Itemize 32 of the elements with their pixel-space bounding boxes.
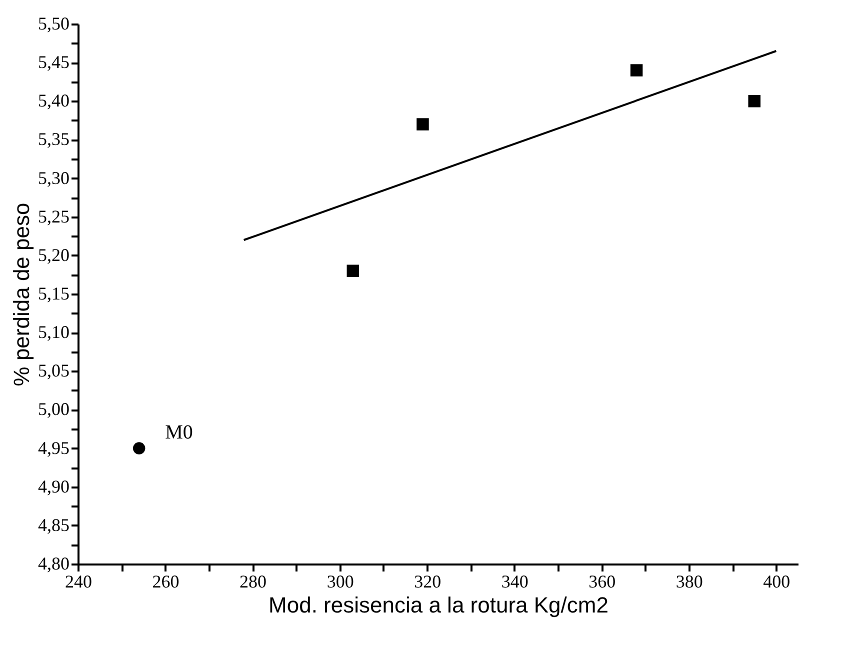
point [630, 64, 643, 76]
y-tick-label: 5,00 [38, 399, 70, 420]
x-tick-label: 280 [240, 572, 267, 592]
y-tick-label: 5,10 [38, 322, 70, 342]
y-tick-label: 4,90 [38, 476, 70, 496]
point [748, 95, 760, 108]
annotation: M0 [165, 421, 193, 444]
x-tick-label: 300 [326, 572, 354, 592]
x-tick-label: 360 [588, 572, 616, 592]
x-tick-label: 320 [414, 572, 442, 592]
y-tick-label: 4,80 [38, 554, 70, 574]
point [132, 442, 146, 454]
x-tick-label: 260 [152, 572, 180, 592]
y-tick-label: 5,35 [38, 129, 70, 150]
y-tick-label: 5,50 [38, 14, 70, 34]
x-axis-title: Mod. resisencia a la rotura Kg/cm2 [268, 592, 608, 618]
x-tick-label: 400 [763, 572, 790, 592]
y-tick-label: 5,40 [38, 90, 70, 111]
y-tick-label: 5,25 [38, 206, 70, 226]
y-tick-label: 5,15 [38, 284, 70, 304]
y-tick-label: 4,85 [38, 514, 70, 535]
point [416, 118, 429, 130]
x-tick-label: 340 [501, 572, 528, 592]
y-tick-label: 5,20 [38, 244, 70, 265]
x-tick-label: 240 [65, 572, 92, 592]
y-tick-label: 5,45 [38, 52, 70, 72]
y-axis-title: % perdida de peso [9, 202, 34, 386]
y-tick-label: 5,05 [38, 360, 70, 381]
y-tick-label: 5,30 [38, 168, 70, 188]
point [346, 264, 360, 277]
y-tick-label: 4,95 [38, 438, 70, 458]
x-tick-label: 380 [676, 572, 703, 592]
